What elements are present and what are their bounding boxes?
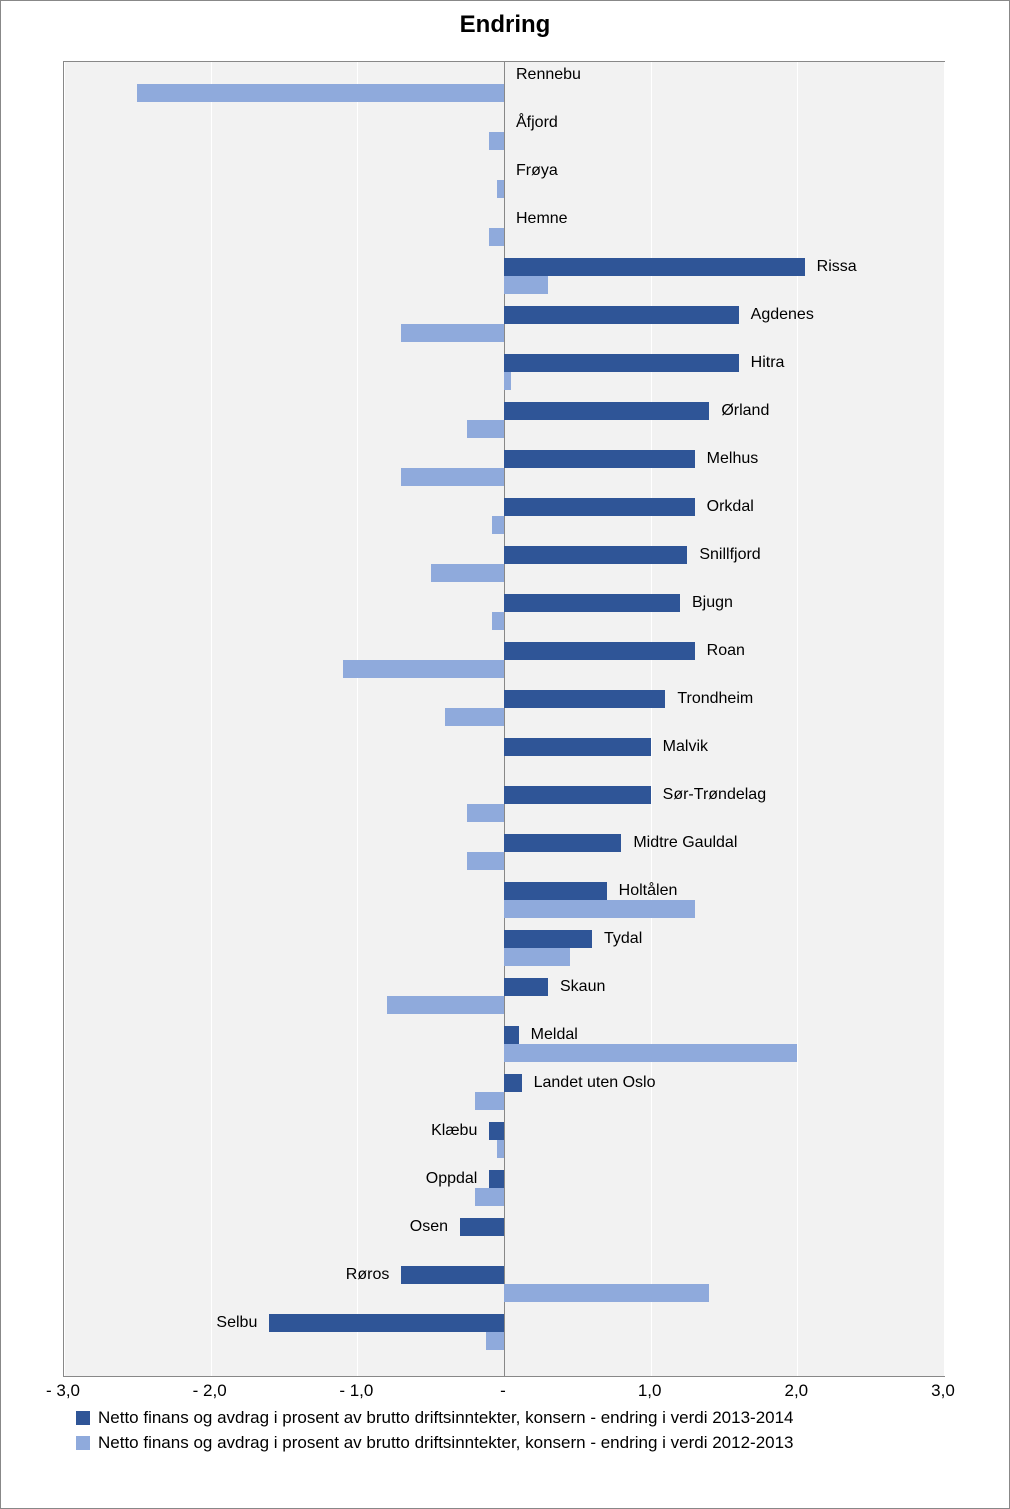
bar-series-1	[504, 690, 665, 708]
bar-series-2	[387, 996, 504, 1014]
category-label: Roan	[707, 641, 745, 661]
bar-series-2	[489, 228, 504, 246]
bar-series-2	[489, 132, 504, 150]
category-label: Klæbu	[431, 1121, 477, 1141]
bar-series-1	[269, 1314, 504, 1332]
category-label: Holtålen	[619, 881, 678, 901]
bar-series-2	[445, 708, 504, 726]
bar-series-1	[504, 546, 687, 564]
bar-series-1	[504, 258, 805, 276]
gridline	[64, 62, 65, 1376]
legend-swatch	[76, 1411, 90, 1425]
bar-series-1	[401, 1266, 504, 1284]
x-tick-label: - 3,0	[46, 1381, 80, 1401]
category-label: Midtre Gauldal	[633, 833, 737, 853]
category-label: Ørland	[721, 401, 769, 421]
bar-series-1	[504, 306, 739, 324]
bar-series-1	[504, 354, 739, 372]
legend-label: Netto finans og avdrag i prosent av brut…	[98, 1432, 794, 1455]
category-label: Orkdal	[707, 497, 754, 517]
category-label: Snillfjord	[699, 545, 760, 565]
bar-series-2	[504, 276, 548, 294]
category-label: Malvik	[663, 737, 708, 757]
bar-series-1	[504, 1074, 522, 1092]
category-label: Frøya	[516, 161, 558, 181]
category-label: Agdenes	[751, 305, 814, 325]
bar-series-1	[460, 1218, 504, 1236]
category-label: Landet uten Oslo	[534, 1073, 656, 1093]
bar-series-2	[497, 180, 504, 198]
bar-series-1	[504, 882, 607, 900]
bar-series-2	[486, 1332, 504, 1350]
bar-series-1	[504, 978, 548, 996]
bar-series-1	[504, 738, 651, 756]
bar-series-1	[504, 834, 621, 852]
category-label: Trondheim	[677, 689, 753, 709]
x-tick-label: - 1,0	[339, 1381, 373, 1401]
category-label: Hemne	[516, 209, 568, 229]
gridline	[211, 62, 212, 1376]
legend-item: Netto finans og avdrag i prosent av brut…	[76, 1407, 976, 1430]
x-tick-label: 1,0	[638, 1381, 662, 1401]
x-tick-label: 3,0	[931, 1381, 955, 1401]
legend: Netto finans og avdrag i prosent av brut…	[76, 1407, 976, 1457]
bar-series-2	[497, 1140, 504, 1158]
bar-series-1	[504, 450, 695, 468]
bar-series-1	[504, 402, 709, 420]
bar-series-2	[401, 468, 504, 486]
category-label: Røros	[346, 1265, 390, 1285]
bar-series-2	[504, 900, 695, 918]
bar-series-1	[504, 642, 695, 660]
x-tick-label: - 2,0	[193, 1381, 227, 1401]
bar-series-1	[504, 930, 592, 948]
bar-series-2	[504, 1284, 709, 1302]
gridline	[944, 62, 945, 1376]
category-label: Hitra	[751, 353, 785, 373]
bar-series-1	[489, 1170, 504, 1188]
bar-series-2	[467, 852, 504, 870]
category-label: Skaun	[560, 977, 605, 997]
chart-container: Endring Rennebu Åfjord Frøya Hemne Rissa Agde…	[0, 0, 1010, 1509]
bar-series-2	[504, 948, 570, 966]
category-label: Bjugn	[692, 593, 733, 613]
category-label: Osen	[410, 1217, 448, 1237]
category-label: Sør-Trøndelag	[663, 785, 766, 805]
bar-series-1	[489, 1122, 504, 1140]
category-label: Rennebu	[516, 65, 581, 85]
x-tick-label: 2,0	[785, 1381, 809, 1401]
category-label: Åfjord	[516, 113, 558, 133]
chart-title: Endring	[1, 11, 1009, 39]
plot-area: Rennebu Åfjord Frøya Hemne Rissa Agdenes Hitra…	[63, 61, 945, 1377]
legend-item: Netto finans og avdrag i prosent av brut…	[76, 1432, 976, 1455]
category-label: Tydal	[604, 929, 642, 949]
bar-series-2	[137, 84, 504, 102]
bar-series-2	[401, 324, 504, 342]
bar-series-2	[475, 1092, 504, 1110]
bar-series-2	[343, 660, 504, 678]
category-label: Oppdal	[426, 1169, 478, 1189]
category-label: Melhus	[707, 449, 759, 469]
category-label: Selbu	[216, 1313, 257, 1333]
category-label: Rissa	[817, 257, 857, 277]
bar-series-1	[504, 594, 680, 612]
legend-swatch	[76, 1436, 90, 1450]
bar-series-1	[504, 498, 695, 516]
bar-series-2	[475, 1188, 504, 1206]
bar-series-2	[492, 612, 504, 630]
bar-series-2	[467, 804, 504, 822]
bar-series-1	[504, 1026, 519, 1044]
x-tick-label: -	[500, 1381, 506, 1401]
bar-series-2	[431, 564, 504, 582]
category-label: Meldal	[531, 1025, 578, 1045]
gridline	[357, 62, 358, 1376]
bar-series-2	[504, 372, 511, 390]
bar-series-2	[504, 1044, 797, 1062]
bar-series-2	[492, 516, 504, 534]
legend-label: Netto finans og avdrag i prosent av brut…	[98, 1407, 794, 1430]
bar-series-1	[504, 786, 651, 804]
bar-series-2	[467, 420, 504, 438]
